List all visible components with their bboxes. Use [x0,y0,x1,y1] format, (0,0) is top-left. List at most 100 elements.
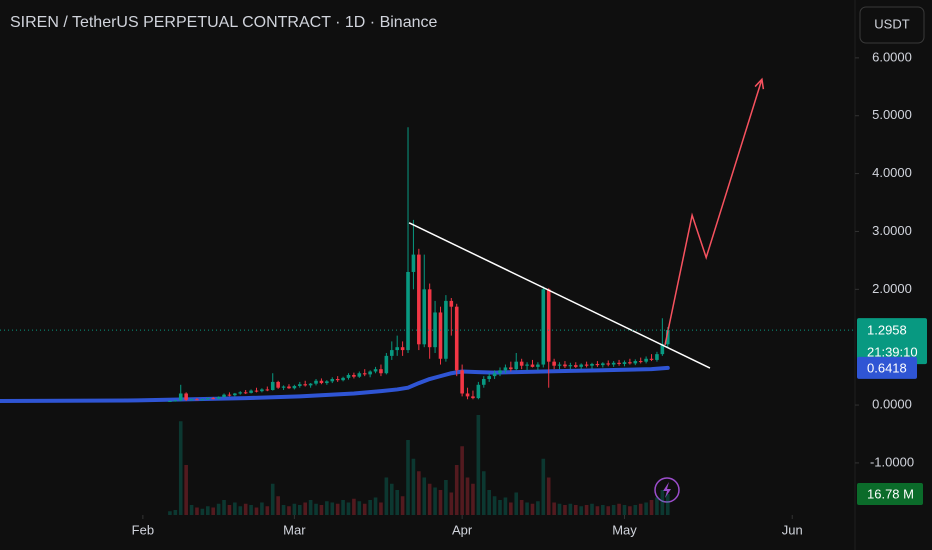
candle-body [308,383,313,386]
volume-bar [503,497,508,515]
volume-bar [373,497,378,515]
candle-body [503,367,508,371]
candle-body [395,347,399,351]
candle-body [243,392,248,394]
candle-body [238,392,243,394]
currency-button[interactable] [859,6,925,44]
volume-bar [557,503,562,515]
candle-body [200,399,205,401]
volume-bar [665,494,670,515]
volume-bar [568,503,573,515]
volume-bar [519,500,524,515]
volume-bar [417,471,421,515]
candle-body [449,300,454,307]
candle-body [541,289,546,365]
y-tick-label: 6.0000 [872,49,912,64]
volume-bar [292,503,297,515]
volume-bar [530,503,535,515]
candle-body [195,399,199,401]
volume-bar [481,471,486,515]
alert-icon[interactable] [654,477,680,503]
volume-bar [357,501,362,515]
candle-body [362,373,367,375]
volume-bar [314,503,318,515]
candle-body [498,370,502,374]
candle-body [611,362,616,365]
candle-body [227,394,232,396]
candle-body [341,377,345,381]
volume-bar [476,415,481,515]
volume-bar [276,496,280,515]
y-tick-label: -1.0000 [870,454,914,469]
volume-bar [205,506,210,515]
candle-body [584,364,589,366]
candle-body [400,347,405,351]
volume-bar [525,502,529,515]
candle-body [492,373,497,377]
volume-bar [601,505,605,515]
candle-body [519,361,524,366]
candle-body [184,393,188,400]
candle-body [260,389,264,392]
volume-bar [628,506,632,515]
x-tick-label: Apr [452,522,473,537]
volume-bar [573,505,578,515]
volume-bar [606,506,611,515]
volume-bar [590,503,594,515]
volume-bar [260,502,264,515]
currency-label[interactable]: USDT [874,16,909,31]
moving-average [0,365,670,404]
volume-bar [379,502,383,515]
volume-bar [546,477,551,515]
candle-body [465,393,470,397]
volume-bar [465,477,470,515]
candle-body [379,369,383,374]
candle-body [335,379,340,381]
candle-body [568,365,573,367]
volume-bar [346,502,351,515]
x-tick-label: Feb [132,522,154,537]
y-tick-label: 3.0000 [872,223,912,238]
volume-bar [406,440,410,515]
volume-bar [216,503,221,515]
volume-bar [233,502,237,515]
volume-bar [195,507,199,515]
volume-bar [173,510,178,515]
candle-body [297,384,302,386]
volume-bar [281,505,286,515]
volume-bar [660,490,665,515]
candle-body [189,399,194,401]
volume-bar [411,458,416,515]
candle-body [552,361,556,366]
price-tag [857,318,927,365]
projection-arrowhead [754,77,765,90]
volume-bar [330,502,335,515]
volume-bar [308,500,313,515]
candle-body [433,312,437,348]
volume-bar [471,483,475,515]
volume-bar [200,508,205,515]
ma-tag [857,356,917,379]
volume-bar [444,480,448,515]
volume-bar [362,503,367,515]
candle-body [595,363,600,366]
candle-body [590,363,594,366]
candle-body [411,254,416,272]
volume-bar [287,506,291,515]
volume-bar [341,500,345,515]
candle-body [303,384,308,386]
volume-bar [514,492,519,515]
volume-bar [644,502,648,515]
candle-body [444,300,448,359]
candle-body [476,384,481,399]
volume-bar [325,501,329,515]
volume-bar [498,500,502,515]
candle-body [579,364,583,367]
candle-body [460,370,464,394]
volume-bar [297,505,302,515]
price-countdown: 21:39:10 [867,345,918,360]
trendline [408,222,711,369]
volume-bar [389,483,394,515]
candle-body [525,364,529,366]
